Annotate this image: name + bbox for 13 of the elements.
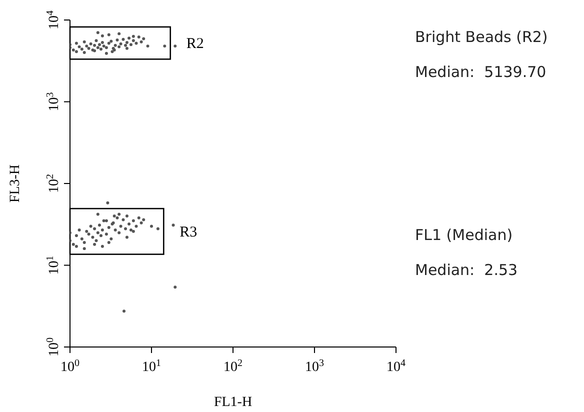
x-tick-label: 10$^{4}$ (386, 358, 406, 375)
x-tick-label: 10$^{0}$ (60, 358, 80, 375)
x-axis-title: FL1-H (214, 395, 252, 410)
text: FL1 (Median) (415, 226, 513, 244)
x-tick-label: 10$^{2}$ (224, 358, 242, 375)
x-tick-label: 10$^{3}$ (305, 358, 324, 375)
text: Median: 2.53 (415, 261, 518, 279)
annotation: R2 (186, 36, 204, 52)
y-axis-title: FL3-H (8, 164, 23, 203)
text: Median: 5139.70 (415, 63, 546, 81)
text: Bright Beads (R2) (415, 28, 548, 46)
annotation: R3 (180, 224, 198, 240)
x-tick-label: 10$^{1}$ (142, 358, 161, 375)
